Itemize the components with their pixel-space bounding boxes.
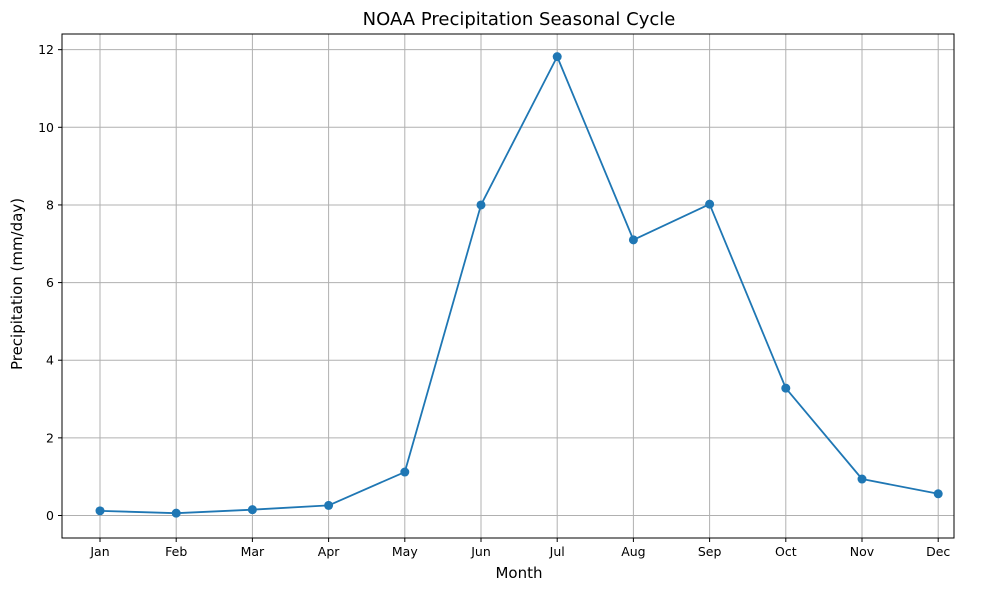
- data-point: [95, 506, 105, 516]
- y-tick-label: 12: [38, 42, 54, 57]
- series: [95, 52, 943, 518]
- series-line: [99, 55, 939, 515]
- y-axis-title: Precipitation (mm/day): [8, 198, 26, 370]
- data-point: [247, 505, 257, 515]
- axis-ticks: Jan Feb Mar Apr May Jun Jul Aug Sep Oct Nov Dec 0 2 4 6…: [38, 42, 950, 559]
- data-point: [781, 383, 791, 393]
- data-point: [705, 199, 715, 209]
- data-point: [400, 467, 410, 477]
- y-tick-label: 0: [46, 508, 54, 523]
- grid: [62, 34, 954, 538]
- x-tick-label: Mar: [241, 544, 265, 559]
- y-tick-label: 4: [46, 353, 54, 368]
- x-tick-label: Feb: [165, 544, 187, 559]
- data-point: [324, 500, 334, 510]
- x-tick-label: Dec: [926, 544, 950, 559]
- data-point: [933, 489, 943, 499]
- y-tick-label: 6: [46, 275, 54, 290]
- y-tick-label: 8: [46, 197, 54, 212]
- y-tick-label: 2: [46, 430, 54, 445]
- y-tick-label: 10: [38, 120, 54, 135]
- data-point: [171, 508, 181, 518]
- x-tick-label: Nov: [850, 544, 875, 559]
- x-tick-label: Sep: [698, 544, 722, 559]
- data-point: [628, 235, 638, 245]
- x-tick-label: Jul: [549, 544, 565, 559]
- x-tick-label: Apr: [318, 544, 340, 559]
- x-tick-label: Aug: [621, 544, 645, 559]
- x-tick-label: May: [392, 544, 418, 559]
- x-tick-label: Jun: [470, 544, 491, 559]
- data-point: [476, 200, 486, 210]
- data-point: [552, 52, 562, 62]
- x-tick-label: Jan: [89, 544, 109, 559]
- x-axis-title: Month: [495, 564, 542, 582]
- plot-frame: [61, 33, 955, 539]
- data-point: [857, 474, 867, 484]
- x-tick-label: Oct: [775, 544, 797, 559]
- chart-title: NOAA Precipitation Seasonal Cycle: [363, 9, 676, 30]
